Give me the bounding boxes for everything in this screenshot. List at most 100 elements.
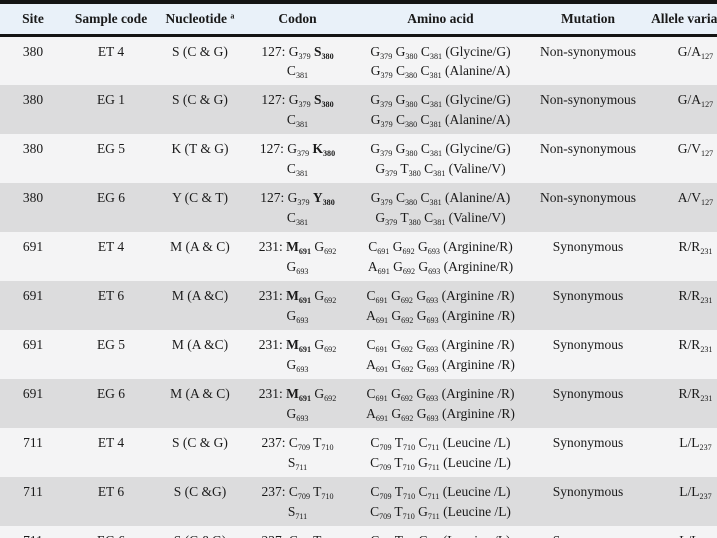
cell-sample_code: EG 1: [96, 92, 126, 108]
cell-codon: 127: G379 S380 C381: [261, 92, 334, 130]
table-header-row: Site Sample code Nucleotide a Codon Amino ac…: [0, 2, 717, 36]
cell-site: 380: [22, 141, 44, 157]
cell-nucleotide: M (A &C): [171, 337, 229, 353]
cell-nucleotide: K (T & G): [171, 141, 229, 157]
table-row: 380 ET 4 S (C & G) 127: G379 S380 C381 G379 G…: [0, 35, 717, 86]
cell-allele_variation: G/V127: [677, 141, 714, 159]
cell-mutation: Non-synonymous: [539, 43, 636, 59]
cell-sample_code: ET 6: [97, 288, 125, 304]
cell-mutation: Synonymous: [552, 386, 624, 402]
cell-sample_code: ET 4: [97, 43, 125, 59]
cell-sample_code: EG 6: [96, 190, 126, 206]
cell-mutation: Synonymous: [552, 239, 624, 255]
table-row: 691 ET 6 M (A &C) 231: M691 G692 G693 C691 G6…: [0, 281, 717, 331]
cell-sample_code: EG 6: [66, 526, 156, 538]
cell-nucleotide: M (A & C): [170, 239, 230, 255]
cell-allele_variation: R/R231: [678, 239, 713, 257]
table-row: 711 ET 4 S (C & G) 237: C709 T710 S711 C709 T…: [0, 428, 717, 477]
cell-site: 711: [0, 526, 66, 538]
cell-sample_code: EG 5: [96, 337, 126, 353]
cell-site: 711: [23, 435, 43, 451]
cell-nucleotide: Y (C & T): [172, 190, 228, 206]
cell-amino_acid: C691 G692 G693 (Arginine /R) A691 G692 G6…: [366, 288, 515, 325]
cell-amino_acid: C709 T710 C711 (Leucine /L)C709 T710 G71…: [351, 526, 530, 538]
table-header: Site Sample code Nucleotide a Codon Amino ac…: [0, 2, 717, 36]
cell-allele_variation: L/L237: [646, 526, 717, 538]
table-body: 380 ET 4 S (C & G) 127: G379 S380 C381 G379 G…: [0, 35, 717, 538]
cell-amino_acid: C691 G692 G693 (Arginine /R) A691 G692 G6…: [366, 386, 515, 423]
cell-site: 380: [22, 190, 44, 206]
cell-site: 691: [22, 239, 44, 255]
cell-amino_acid: G379 C380 C381 (Alanine/A) G379 T380 C381…: [370, 190, 511, 228]
column-header-codon: Codon: [278, 11, 317, 26]
table-row: 380 EG 5 K (T & G) 127: G379 K380 C381 G379 G…: [0, 134, 717, 184]
cell-mutation: Synonymous: [552, 337, 624, 353]
cell-sample_code: EG 6: [96, 386, 126, 402]
cell-codon: 127: G379 S380 C381: [261, 43, 334, 81]
column-header-nucleotide: Nucleotide a: [165, 11, 235, 26]
cell-site: 691: [22, 386, 44, 402]
cell-allele_variation: G/A127: [677, 43, 714, 61]
table-row: 691 ET 4 M (A & C) 231: M691 G692 G693 C691 G…: [0, 232, 717, 282]
column-header-amino_acid: Amino acid: [407, 11, 474, 26]
cell-codon: 231: M691 G692 G693: [258, 239, 337, 277]
cell-nucleotide: S (C & G): [172, 92, 228, 108]
cell-nucleotide: M (A & C): [170, 386, 230, 402]
cell-mutation: Non-synonymous: [539, 92, 636, 108]
cell-mutation: Synonymous: [530, 526, 646, 538]
cell-codon: 127: G379 Y380 C381: [260, 190, 335, 228]
cell-allele_variation: R/R231: [678, 288, 713, 306]
cell-site: 691: [22, 288, 44, 304]
column-header-sample_code: Sample code: [74, 11, 148, 26]
cell-site: 711: [23, 483, 43, 499]
cell-nucleotide: M (A &C): [171, 288, 229, 304]
cell-mutation: Synonymous: [552, 435, 624, 451]
table-row: 380 EG 1 S (C & G) 127: G379 S380 C381 G379 G…: [0, 85, 717, 135]
cell-site: 691: [22, 337, 44, 353]
cell-sample_code: ET 6: [97, 483, 125, 499]
cell-nucleotide: S (C &G): [156, 526, 244, 538]
table-row: 691 EG 6 M (A & C) 231: M691 G692 G693 C691 G…: [0, 379, 717, 429]
cell-site: 380: [22, 92, 44, 108]
cell-sample_code: EG 5: [96, 141, 126, 157]
column-header-site: Site: [22, 11, 44, 26]
cell-allele_variation: R/R231: [678, 386, 713, 403]
cell-amino_acid: C691 G692 G693 (Arginine/R) A691 G692 G69…: [367, 239, 514, 277]
cell-codon: 231: M691 G692 G693: [258, 337, 337, 374]
cell-codon: 231: M691 G692 G693: [258, 386, 337, 423]
cell-sample_code: ET 4: [97, 435, 125, 451]
cell-allele_variation: G/A127: [677, 92, 714, 110]
cell-amino_acid: G379 G380 C381 (Glycine/G) G379 T380 C381…: [370, 141, 511, 179]
cell-codon: 231: M691 G692 G693: [258, 288, 337, 325]
cell-codon: 127: G379 K380 C381: [259, 141, 336, 179]
cell-mutation: Non-synonymous: [539, 141, 636, 157]
cell-site: 380: [22, 43, 44, 59]
table-row: 380 EG 6 Y (C & T) 127: G379 Y380 C381 G379 C…: [0, 183, 717, 233]
cell-amino_acid: G379 G380 C381 (Glycine/G) G379 C380 C381…: [370, 43, 511, 81]
cell-sample_code: ET 4: [97, 239, 125, 255]
cell-amino_acid: C709 T710 C711 (Leucine /L)C709 T710 G71…: [370, 435, 511, 472]
cell-mutation: Non-synonymous: [539, 190, 636, 206]
cell-amino_acid: G379 G380 C381 (Glycine/G) G379 C380 C381…: [370, 92, 511, 130]
table-row: 711 ET 6 S (C &G) 237: C709 T710 S711 C709 T7…: [0, 476, 717, 526]
cell-allele_variation: R/R231: [678, 337, 713, 354]
cell-allele_variation: L/L237: [679, 435, 712, 452]
cell-amino_acid: C691 G692 G693 (Arginine /R) A691 G692 G6…: [366, 337, 515, 374]
cell-mutation: Synonymous: [552, 288, 624, 304]
cell-allele_variation: A/V127: [677, 190, 714, 208]
cell-amino_acid: C709 T710 C711 (Leucine /L)C709 T710 G71…: [370, 483, 511, 521]
cell-allele_variation: L/L237: [679, 483, 712, 501]
column-header-allele_variation: Allele variation: [651, 11, 717, 26]
cell-nucleotide: S (C & G): [172, 43, 228, 59]
cell-nucleotide: S (C &G): [173, 483, 227, 499]
cell-mutation: Synonymous: [552, 483, 624, 499]
cell-nucleotide: S (C & G): [172, 435, 228, 451]
column-header-mutation: Mutation: [561, 11, 615, 26]
table-row: 691 EG 5 M (A &C) 231: M691 G692 G693 C691 G6…: [0, 330, 717, 380]
